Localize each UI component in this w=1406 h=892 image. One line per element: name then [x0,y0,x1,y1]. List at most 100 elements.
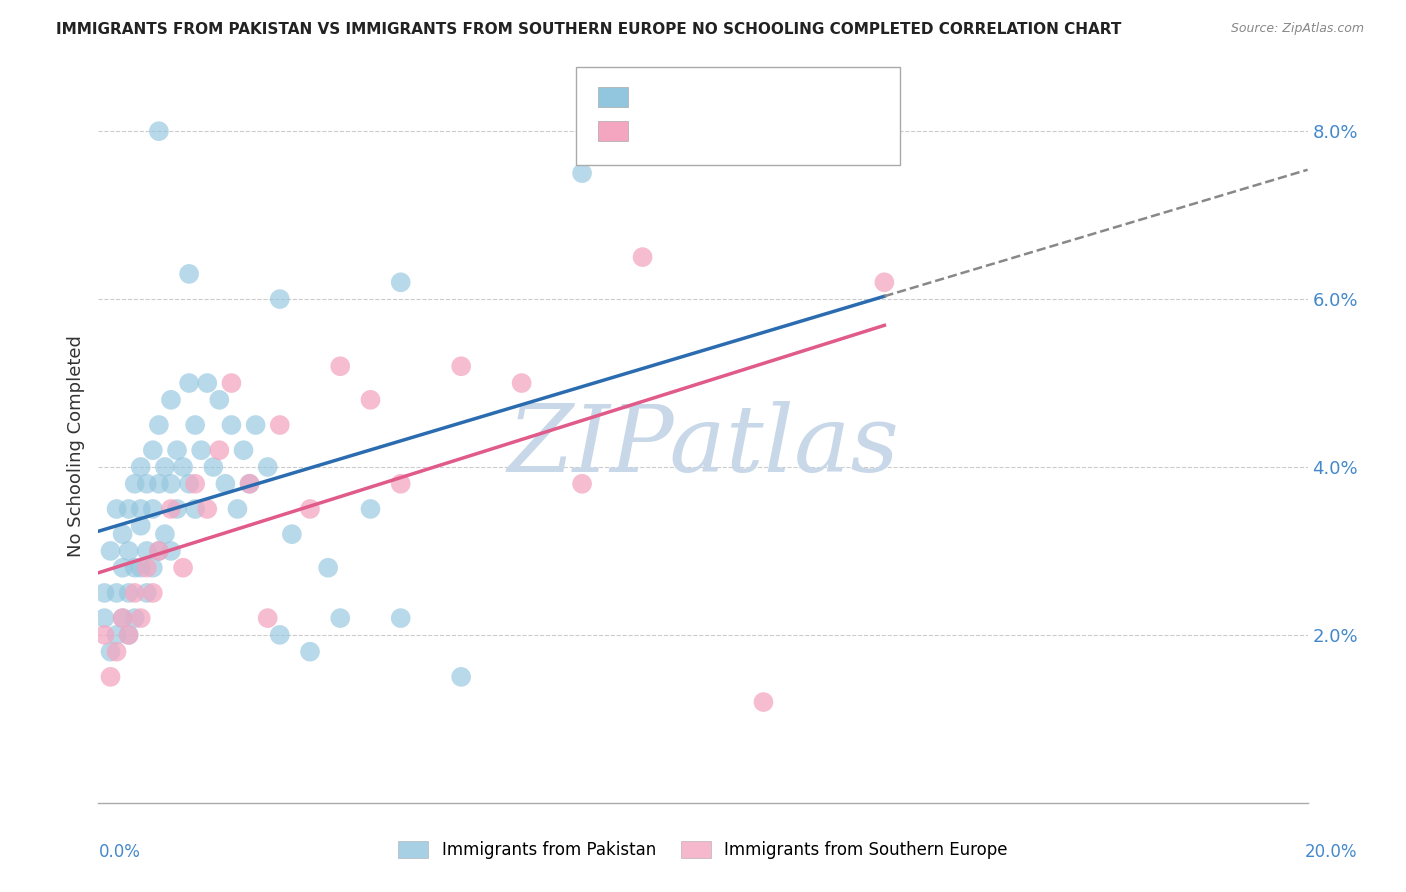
Point [232,443,254,458]
Point [752,695,775,709]
Point [148,124,170,138]
Point [316,560,339,574]
Point [208,392,231,407]
Point [118,544,141,558]
Point [389,275,412,289]
Point [245,417,267,432]
Point [153,527,176,541]
Point [214,476,236,491]
Point [148,544,170,558]
Point [179,376,201,390]
Point [93,586,115,600]
Point [195,376,218,390]
Point [142,443,165,458]
Point [111,527,134,541]
Point [118,628,141,642]
Point [360,502,382,516]
Point [148,544,170,558]
Point [129,518,152,533]
Point [281,527,304,541]
Point [135,544,157,558]
Text: 20.0%: 20.0% [1305,843,1357,861]
Point [389,611,412,625]
Point [118,586,141,600]
Point [111,611,134,625]
Point [153,460,176,475]
Point [135,560,157,574]
Point [124,476,146,491]
Point [93,611,115,625]
Point [172,460,194,475]
Point [111,560,134,574]
Point [299,502,322,516]
Point [269,292,291,306]
Point [124,586,146,600]
Point [329,611,352,625]
Point [160,502,183,516]
Text: Source: ZipAtlas.com: Source: ZipAtlas.com [1230,22,1364,36]
Point [142,560,165,574]
Point [450,359,472,374]
Point [100,645,122,659]
Point [142,502,165,516]
Point [269,417,291,432]
Point [256,460,278,475]
Point [184,476,207,491]
Point [208,443,231,458]
Y-axis label: No Schooling Completed: No Schooling Completed [66,335,84,557]
Point [179,267,201,281]
Point [135,586,157,600]
Point [118,502,141,516]
Point [129,502,152,516]
Point [256,611,278,625]
Point [166,443,188,458]
Point [148,476,170,491]
Point [160,476,183,491]
Point [93,628,115,642]
Point [571,166,593,180]
Point [124,560,146,574]
Point [510,376,533,390]
Text: R =  0.611   N = 29: R = 0.611 N = 29 [637,121,813,139]
Point [135,476,157,491]
Point [129,560,152,574]
Point [166,502,188,516]
Point [129,460,152,475]
Point [160,544,183,558]
Point [190,443,212,458]
Point [105,586,128,600]
Point [129,611,152,625]
Point [118,628,141,642]
Text: IMMIGRANTS FROM PAKISTAN VS IMMIGRANTS FROM SOUTHERN EUROPE NO SCHOOLING COMPLET: IMMIGRANTS FROM PAKISTAN VS IMMIGRANTS F… [56,22,1122,37]
Point [221,417,243,432]
Point [142,586,165,600]
Point [299,645,322,659]
Point [269,628,291,642]
Point [100,544,122,558]
Point [329,359,352,374]
Point [389,476,412,491]
Point [631,250,654,264]
Point [226,502,249,516]
Point [873,275,896,289]
Point [105,502,128,516]
Point [105,628,128,642]
Point [105,645,128,659]
Point [179,476,201,491]
Point [160,392,183,407]
Legend: Immigrants from Pakistan, Immigrants from Southern Europe: Immigrants from Pakistan, Immigrants fro… [392,834,1014,866]
Text: R =  0.146   N = 66: R = 0.146 N = 66 [637,87,813,105]
Point [124,611,146,625]
Text: 0.0%: 0.0% [98,843,141,861]
Point [172,560,194,574]
Point [571,476,593,491]
Point [148,417,170,432]
Point [221,376,243,390]
Text: ZIPatlas: ZIPatlas [508,401,898,491]
Point [239,476,262,491]
Point [195,502,218,516]
Point [202,460,225,475]
Point [184,417,207,432]
Point [111,611,134,625]
Point [184,502,207,516]
